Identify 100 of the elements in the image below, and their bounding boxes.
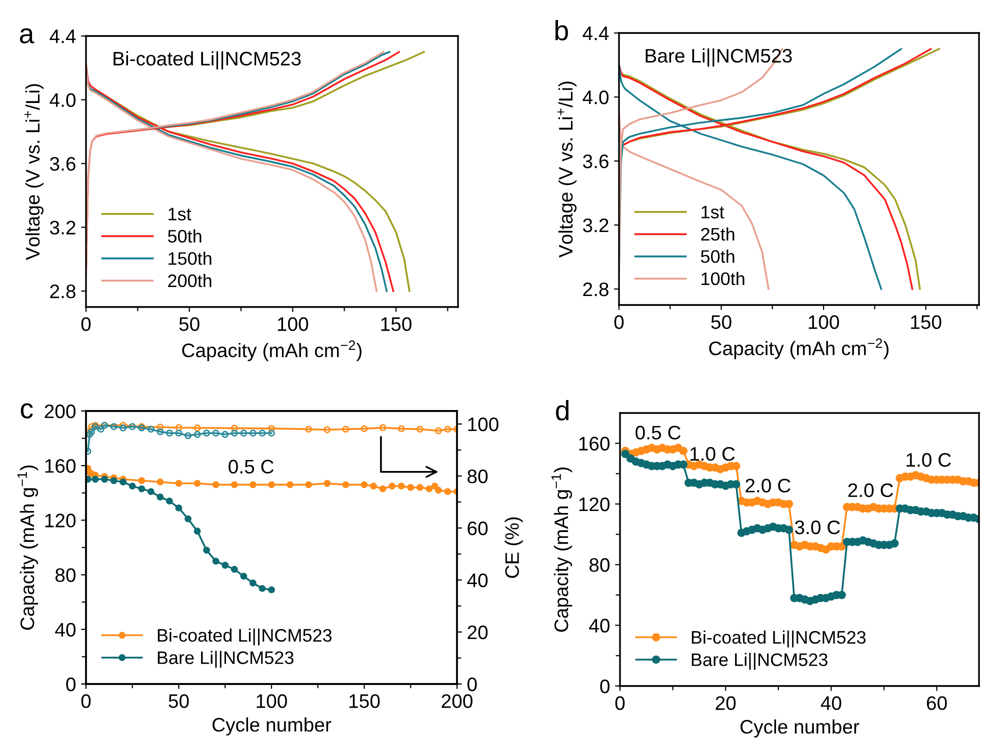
point <box>97 426 104 433</box>
x-tick-label: 200 <box>442 694 472 708</box>
point <box>305 481 312 488</box>
point <box>434 427 442 434</box>
y-tick-label: 4.4 <box>582 26 609 40</box>
legend-label: Bare Li||NCM523 <box>158 650 294 668</box>
point <box>203 430 210 437</box>
chart-title: c <box>20 403 33 418</box>
point <box>88 428 96 436</box>
point <box>388 482 396 490</box>
annotation: 0.5 C <box>228 460 274 474</box>
y-tick-label: 160 <box>579 436 610 451</box>
point <box>249 481 256 488</box>
x-axis-title: Capacity (mAh cm$^{−2}$) <box>709 338 889 360</box>
y2-tick-label: 60 <box>468 521 488 536</box>
y-tick-label: 2.8 <box>50 284 76 298</box>
y-tick-label: 4.4 <box>50 30 76 44</box>
point <box>128 482 136 490</box>
y-tick-label: 2.8 <box>583 282 608 296</box>
annotation: 1.0 C <box>906 453 951 467</box>
x-tick-label: 60 <box>926 696 947 710</box>
point <box>444 488 452 496</box>
y-axis-title: Capacity (mAh g$^{−1}$) <box>551 468 572 632</box>
legend-label: Bare Li||NCM523 <box>692 652 828 670</box>
point <box>360 481 368 488</box>
point <box>407 484 414 491</box>
x-tick-label: 40 <box>820 696 842 710</box>
point <box>258 430 266 437</box>
point <box>203 546 210 554</box>
point <box>286 481 294 488</box>
point <box>240 572 248 580</box>
legend-label: Bi-coated Li||NCM523 <box>158 628 332 646</box>
y-axis-title: Voltage (V vs. Li$^{+}$/Li) <box>24 84 44 260</box>
legend-label: 100th <box>702 272 744 286</box>
x-tick-label: 0 <box>81 694 91 708</box>
annotation: 3.0 C <box>794 520 840 534</box>
legend-label: 50th <box>168 229 202 243</box>
point <box>268 430 275 437</box>
point <box>268 424 275 432</box>
point <box>379 485 386 492</box>
point <box>426 485 433 492</box>
point <box>212 430 220 437</box>
x-axis-title: Capacity (mAh cm$^{−2}$) <box>182 340 362 362</box>
point <box>156 494 164 500</box>
point <box>360 425 368 432</box>
point <box>175 430 182 437</box>
point <box>222 430 229 438</box>
legend-label: 50th <box>700 250 734 263</box>
point <box>230 566 238 573</box>
y-tick-label: 40 <box>55 622 76 637</box>
y-axis-title: Capacity (mAh g$^{−1}$) <box>17 466 38 630</box>
point <box>194 528 201 535</box>
annotation: Bare Li||NCM523 <box>646 48 792 67</box>
y2-tick-label: 0 <box>467 677 477 692</box>
point <box>110 477 118 484</box>
point <box>175 504 182 512</box>
point <box>147 488 154 496</box>
legend-label: 150th <box>168 252 212 265</box>
annotation: Bi-coated Li||NCM523 <box>114 51 301 70</box>
legend-label: 200th <box>168 274 212 288</box>
x-tick-label: 150 <box>381 317 412 332</box>
point <box>398 425 405 432</box>
point <box>92 476 99 483</box>
point <box>175 424 182 432</box>
point <box>194 480 201 487</box>
chart-title: a <box>20 28 34 44</box>
y-tick-label: 80 <box>55 568 76 582</box>
point <box>184 515 192 522</box>
chart-title: d <box>556 400 568 420</box>
y2-axis-title: CE (%) <box>504 517 523 578</box>
x-tick-label: 50 <box>711 315 732 330</box>
x-tick-label: 50 <box>168 694 189 708</box>
point <box>120 422 127 429</box>
point <box>431 482 438 490</box>
point <box>212 481 220 488</box>
y-tick-label: 40 <box>589 618 610 633</box>
point <box>194 424 201 432</box>
point <box>230 430 238 437</box>
y-tick-label: 160 <box>45 459 76 473</box>
point <box>379 424 386 432</box>
annotation: 1.0 C <box>690 447 735 461</box>
y-axis-title: Voltage (V vs. Li$^{+}$/Li) <box>557 82 577 258</box>
y-tick-label: 0 <box>600 679 610 694</box>
point <box>222 562 229 569</box>
y-tick-label: 3.6 <box>582 154 608 168</box>
legend-label: Bi-coated Li||NCM523 <box>692 630 866 648</box>
point <box>268 586 275 594</box>
point <box>212 558 220 565</box>
point <box>175 480 182 487</box>
legend-label: 25th <box>701 227 734 241</box>
point <box>120 478 127 486</box>
x-tick-label: 150 <box>911 315 942 330</box>
point <box>138 477 146 484</box>
y2-tick-label: 20 <box>468 625 488 640</box>
point <box>398 482 405 490</box>
y-tick-label: 120 <box>579 497 610 512</box>
y2-tick-label: 100 <box>468 417 498 432</box>
point <box>434 486 442 494</box>
point <box>444 426 452 433</box>
annotation: 2.0 C <box>848 483 894 498</box>
